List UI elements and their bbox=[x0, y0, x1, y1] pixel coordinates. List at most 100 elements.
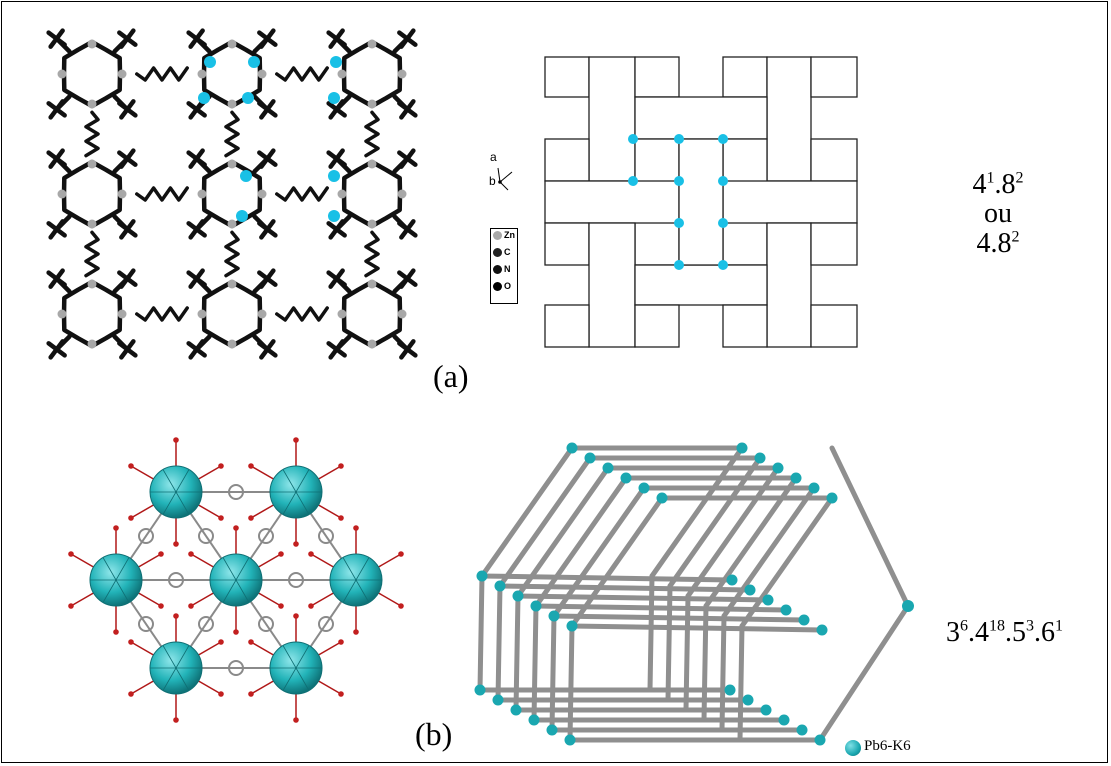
topology-a-line3: 4.82 bbox=[976, 227, 1020, 259]
macrocycle-ring bbox=[341, 159, 403, 229]
zn-atom bbox=[337, 309, 347, 319]
oxygen-atom bbox=[68, 551, 74, 557]
carboxylate-bond bbox=[378, 553, 402, 568]
carboxylate-bond bbox=[138, 592, 162, 607]
carboxylate-bond bbox=[258, 553, 282, 568]
rod-middle bbox=[515, 593, 771, 603]
zn-atom bbox=[87, 219, 97, 229]
zn-atom bbox=[197, 309, 207, 319]
rod-diag-lower bbox=[647, 573, 655, 693]
pb6-k6-node bbox=[736, 442, 748, 454]
oxygen-atom bbox=[173, 437, 179, 443]
benzene-ring bbox=[138, 616, 154, 632]
benzene-ring bbox=[258, 528, 274, 544]
phenyl-arm bbox=[326, 334, 352, 360]
pb6-k6-node bbox=[494, 580, 506, 592]
pb6-k6-node bbox=[474, 684, 486, 696]
phenyl-arm bbox=[326, 214, 352, 240]
oxygen-atom bbox=[293, 717, 299, 723]
rod-diag-lower bbox=[719, 613, 727, 733]
panel-b-cluster-framework bbox=[68, 437, 404, 723]
n-legend-dot bbox=[493, 265, 502, 274]
benzene-ring bbox=[288, 572, 304, 588]
o-legend-dot bbox=[493, 282, 502, 291]
carboxylate-bond bbox=[190, 592, 214, 607]
oxygen-atom bbox=[128, 639, 134, 645]
oxygen-atom bbox=[233, 629, 239, 635]
carboxylate-bond bbox=[130, 680, 154, 695]
benzene-ring bbox=[138, 528, 154, 544]
pb6-k6-node bbox=[754, 452, 766, 464]
zn-atom bbox=[367, 99, 377, 109]
phenyl-arm bbox=[112, 94, 138, 120]
benzene-ring bbox=[258, 616, 274, 632]
phenyl-arm bbox=[186, 28, 212, 54]
legend-n: N bbox=[504, 264, 511, 274]
phenyl-arm bbox=[46, 268, 72, 294]
oxygen-atom bbox=[248, 691, 254, 697]
zn-legend-dot bbox=[493, 231, 502, 240]
macrocycle-ring bbox=[341, 39, 403, 109]
phenyl-arm bbox=[326, 148, 352, 174]
oxygen-atom bbox=[338, 639, 344, 645]
phenyl-arm bbox=[392, 28, 418, 54]
phenyl-arm bbox=[112, 268, 138, 294]
linker-chain bbox=[135, 66, 189, 82]
pb6-k6-node bbox=[780, 604, 792, 616]
phenyl-arm bbox=[46, 94, 72, 120]
carboxylate-bond bbox=[130, 641, 154, 656]
legend-c: C bbox=[504, 247, 511, 257]
carboxylate-bond bbox=[250, 465, 274, 480]
zn-atom bbox=[197, 69, 207, 79]
oxygen-atom bbox=[293, 541, 299, 547]
topology-node bbox=[718, 218, 728, 228]
phenyl-arm bbox=[46, 28, 72, 54]
rod-left-upper bbox=[551, 485, 647, 619]
zn-atom bbox=[367, 339, 377, 349]
pb6-k6-node bbox=[760, 704, 772, 716]
zn-atom bbox=[87, 279, 97, 289]
rod-middle bbox=[497, 583, 753, 593]
highlighted-node bbox=[248, 56, 260, 68]
zn-atom bbox=[227, 279, 237, 289]
highlighted-node bbox=[328, 210, 340, 222]
oxygen-atom bbox=[293, 613, 299, 619]
cluster-facets bbox=[270, 469, 322, 515]
zn-atom bbox=[117, 309, 127, 319]
pb6-k6-node bbox=[512, 590, 524, 602]
highlighted-node bbox=[242, 92, 254, 104]
rod-left-lower bbox=[531, 603, 539, 723]
carboxylate-bond bbox=[198, 641, 222, 656]
panel-b-rod-net bbox=[474, 442, 914, 746]
pb6-k6-node bbox=[602, 462, 614, 474]
cluster-facets bbox=[150, 469, 202, 515]
rod-left-upper bbox=[479, 445, 575, 579]
highlighted-node bbox=[204, 56, 216, 68]
carboxylate-bond bbox=[318, 680, 342, 695]
highlighted-node bbox=[240, 170, 252, 182]
topology-node bbox=[674, 218, 684, 228]
carboxylate-bond bbox=[250, 504, 274, 519]
oxygen-atom bbox=[113, 525, 119, 531]
pb6-k6-legend-label: Pb6-K6 bbox=[864, 738, 911, 754]
rod-diag-lower bbox=[737, 623, 745, 743]
topology-a-line1: 41.82 bbox=[972, 169, 1024, 200]
oxygen-atom bbox=[218, 463, 224, 469]
linker-chain bbox=[135, 306, 189, 322]
linker-chain bbox=[84, 230, 100, 278]
oxygen-atom bbox=[233, 525, 239, 531]
zn-atom bbox=[367, 39, 377, 49]
phenyl-arm bbox=[112, 334, 138, 360]
zn-atom bbox=[57, 309, 67, 319]
c-legend-dot bbox=[493, 248, 502, 257]
zn-atom bbox=[87, 159, 97, 169]
rod-middle bbox=[569, 623, 825, 633]
topology-symbol-b: 36.418.53.61 bbox=[946, 617, 1063, 648]
phenyl-arm bbox=[252, 334, 278, 360]
cluster-facets bbox=[150, 645, 202, 691]
phenyl-arm bbox=[252, 94, 278, 120]
topology-node bbox=[674, 260, 684, 270]
phenyl-arm bbox=[186, 268, 212, 294]
oxygen-atom bbox=[218, 691, 224, 697]
cluster-facets bbox=[270, 645, 322, 691]
